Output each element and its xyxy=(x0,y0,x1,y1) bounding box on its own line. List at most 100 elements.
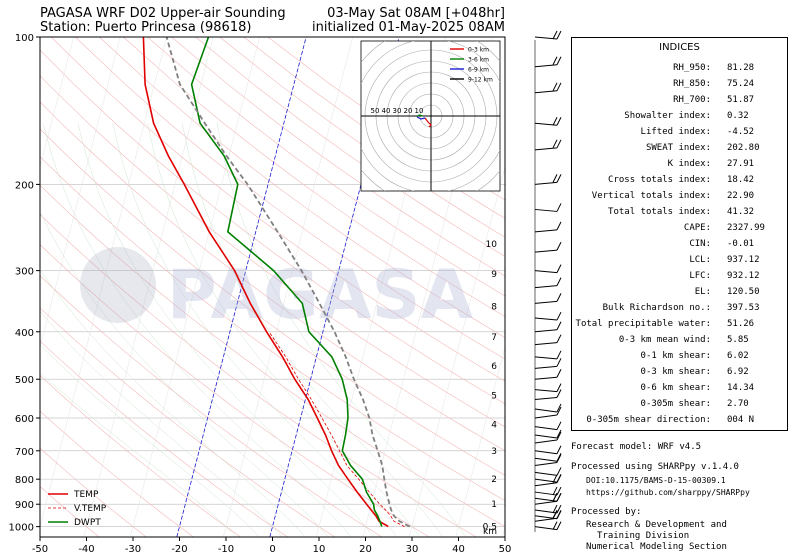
index-label: Cross totals index: xyxy=(608,175,711,185)
index-row: 0-305m shear direction: 004 N xyxy=(572,415,787,429)
index-row: CIN: -0.01 xyxy=(572,239,787,253)
dry-adiabat xyxy=(40,447,147,537)
wind-barb xyxy=(534,434,558,439)
wind-barb-flag xyxy=(556,174,562,183)
x-tick-label: 20 xyxy=(359,544,372,555)
wind-barb xyxy=(534,300,558,304)
dry-adiabat xyxy=(40,101,505,452)
x-tick-label: 0 xyxy=(269,544,275,555)
wind-barb-flag xyxy=(552,474,558,483)
wind-barb xyxy=(534,90,558,94)
index-label: Vertical totals index: xyxy=(591,191,711,201)
x-tick-label: 30 xyxy=(406,544,419,555)
height-km-label: 1 xyxy=(491,500,497,510)
wind-barb-flag xyxy=(552,139,558,149)
x-tick-label: 10 xyxy=(313,544,326,555)
index-value: 937.12 xyxy=(727,255,760,265)
wind-barb xyxy=(534,397,558,400)
wind-barb-flag xyxy=(556,504,562,514)
x-tick-label: -10 xyxy=(218,544,234,555)
index-value: 6.92 xyxy=(727,367,749,377)
hodograph-ring-label: 30 xyxy=(393,107,402,115)
isotherm-line xyxy=(455,345,505,537)
dry-adiabat xyxy=(40,410,194,537)
index-label: CAPE: xyxy=(683,223,711,233)
isotherm-line xyxy=(40,37,167,528)
index-label: CIN: xyxy=(689,239,711,249)
wind-barb-flag xyxy=(556,406,562,416)
wind-barb xyxy=(534,376,558,380)
index-value: -0.01 xyxy=(727,239,755,249)
wind-barb-flag xyxy=(552,174,558,183)
index-value: 14.34 xyxy=(727,383,755,393)
wind-barb-flag xyxy=(556,389,562,398)
wind-barb-flag xyxy=(556,467,562,476)
moist-adiabat xyxy=(181,123,443,537)
index-row: SWEAT index: 202.80 xyxy=(572,143,787,157)
isotherm-line xyxy=(40,37,121,349)
wind-barb xyxy=(534,457,558,462)
hodograph-legend-label: 9-12 km xyxy=(468,77,493,84)
dry-adiabat xyxy=(75,37,505,360)
hodograph-ring-label: 20 xyxy=(404,107,413,115)
height-km-label: 3 xyxy=(491,447,497,457)
wind-barb-flag xyxy=(556,30,562,40)
height-km-label: 9 xyxy=(491,270,497,280)
legend-label: DWPT xyxy=(74,518,101,528)
index-value: 2327.99 xyxy=(727,223,765,233)
index-row: 0-3 km shear: 6.92 xyxy=(572,367,787,381)
wind-barb xyxy=(534,439,558,444)
wind-barb-flag xyxy=(556,492,562,502)
wind-barb-flag xyxy=(556,334,562,343)
dry-adiabat xyxy=(40,49,505,405)
indices-panel: INDICES RH_950: 81.28 RH_850: 75.24 RH_700: 5… xyxy=(571,37,788,431)
dry-adiabat xyxy=(40,75,505,428)
series-temp xyxy=(142,37,389,528)
wind-barb-flag xyxy=(556,221,562,231)
x-tick-label: -20 xyxy=(171,544,187,555)
wind-barb xyxy=(534,181,558,185)
wind-barb-flag xyxy=(556,521,562,530)
station-label: Station: Puerto Princesa (98618) xyxy=(40,20,252,35)
wind-barb xyxy=(534,329,558,333)
wind-barb-flag xyxy=(552,504,558,514)
wind-barb-flag xyxy=(556,358,562,367)
moist-adiabat xyxy=(40,310,283,537)
index-row: Total totals index: 41.32 xyxy=(572,207,787,221)
dry-adiabat xyxy=(40,375,241,537)
index-label: 0-305m shear: xyxy=(640,399,711,409)
wind-barb-flag xyxy=(556,403,562,413)
index-value: 932.12 xyxy=(727,271,760,281)
index-label: RH_850: xyxy=(673,79,711,89)
index-label: 0-6 km shear: xyxy=(640,383,711,393)
height-km-label: 6 xyxy=(491,362,497,372)
isotherm-line xyxy=(83,37,214,537)
wind-barb-flag xyxy=(552,116,558,126)
wind-barb-flag xyxy=(552,30,558,40)
hodograph-ring-label: 10 xyxy=(415,107,424,115)
y-tick-label: 200 xyxy=(15,180,34,191)
moist-adiabat xyxy=(147,123,421,537)
height-km-label: 10 xyxy=(486,240,498,250)
watermark-logo xyxy=(80,247,156,323)
height-km-label: 0.5 xyxy=(483,523,497,533)
org-line-1: Research & Development and xyxy=(586,520,727,530)
y-tick-label: 900 xyxy=(15,500,34,511)
dry-adiabat xyxy=(147,37,505,297)
index-row: LCL: 937.12 xyxy=(572,255,787,269)
wind-barb-flag xyxy=(552,521,558,530)
index-value: 0.32 xyxy=(727,111,749,121)
dry-adiabat xyxy=(40,213,477,537)
dry-adiabat xyxy=(40,184,505,527)
y-tick-label: 1000 xyxy=(9,523,34,534)
index-label: Showalter index: xyxy=(624,111,711,121)
wind-barb xyxy=(534,461,558,466)
wind-barb-flag xyxy=(556,82,562,92)
valid-time: 03-May Sat 08AM [+048hr] xyxy=(327,6,505,21)
wind-barb-flag xyxy=(556,421,562,430)
wind-barb xyxy=(534,64,558,68)
moist-adiabat xyxy=(216,123,466,537)
dry-adiabat xyxy=(195,37,505,257)
wind-barb xyxy=(534,471,558,476)
